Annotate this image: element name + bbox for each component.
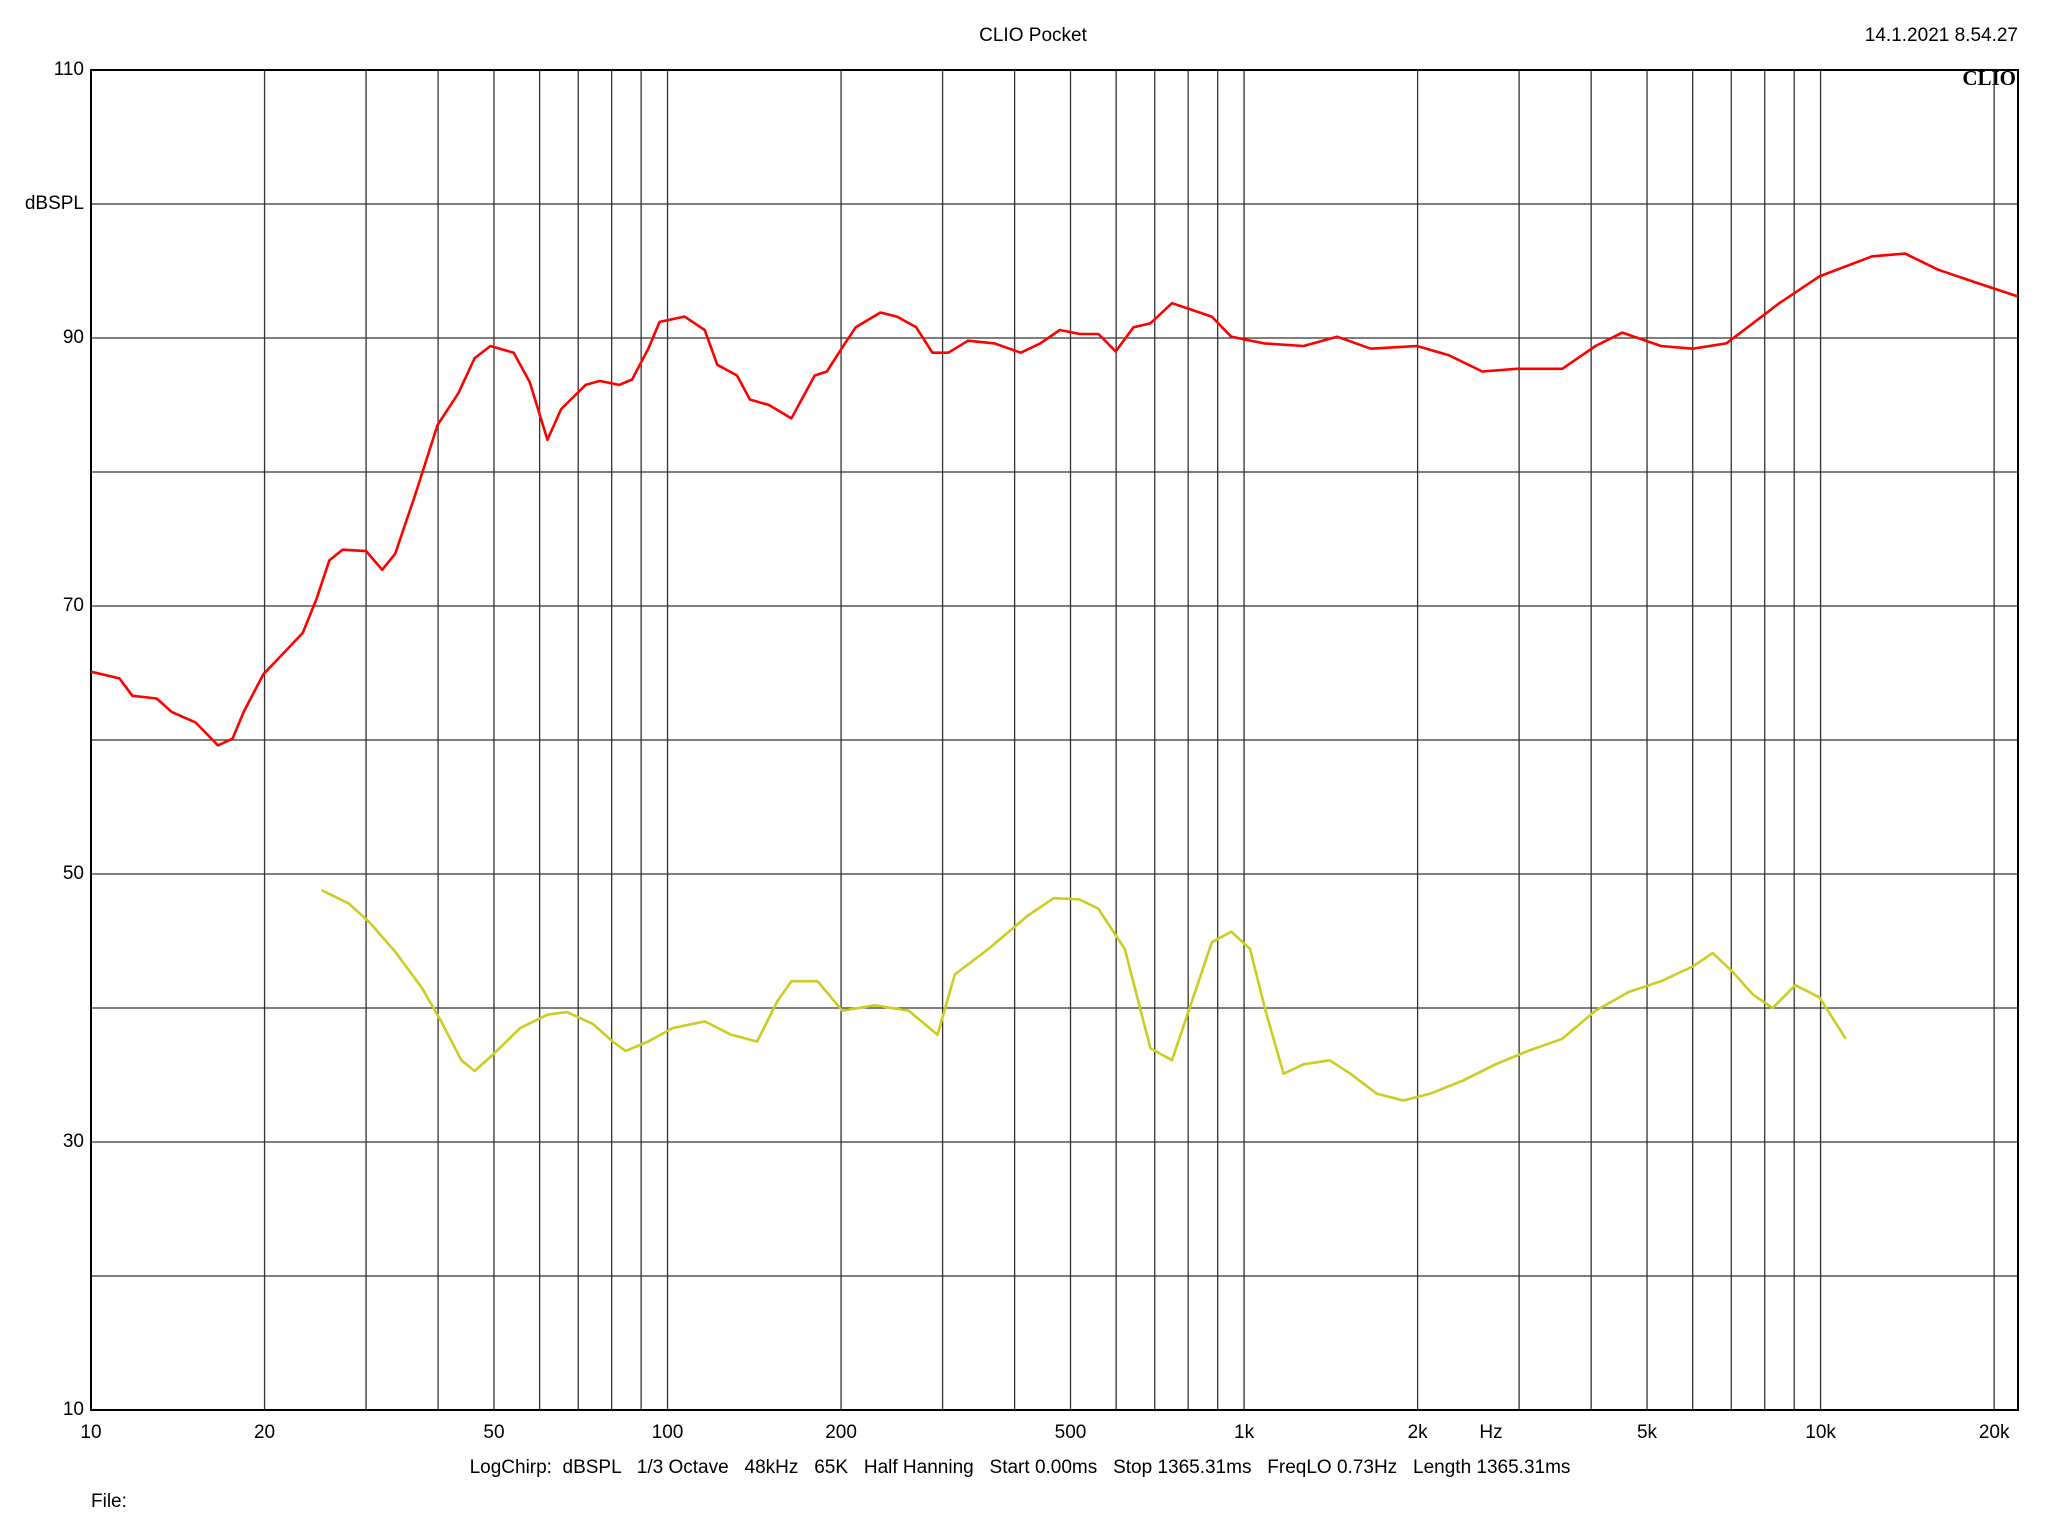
- y-tick-label: 110: [54, 59, 84, 80]
- x-tick-label: 20: [254, 1422, 275, 1443]
- y-tick-label: 10: [63, 1399, 84, 1420]
- x-tick-label: 500: [1055, 1422, 1087, 1443]
- y-tick-label: 70: [63, 595, 84, 616]
- x-tick-label: 2k: [1408, 1422, 1429, 1443]
- x-axis-label: Hz: [1479, 1422, 1502, 1443]
- y-tick-label: 90: [63, 327, 84, 348]
- x-tick-label: 100: [652, 1422, 684, 1443]
- x-tick-label: 10: [80, 1422, 101, 1443]
- settings-line: LogChirp: dBSPL 1/3 Octave 48kHz 65K Hal…: [470, 1457, 1571, 1478]
- x-tick-label: 5k: [1637, 1422, 1658, 1443]
- file-label: File:: [91, 1491, 127, 1512]
- y-tick-label: 50: [63, 863, 84, 884]
- x-tick-label: 50: [483, 1422, 504, 1443]
- x-tick-label: 20k: [1979, 1422, 2010, 1443]
- series-line: [90, 252, 2019, 747]
- x-tick-label: 1k: [1234, 1422, 1255, 1443]
- chart-title: CLIO Pocket: [979, 25, 1087, 46]
- x-tick-label: 200: [825, 1422, 857, 1443]
- y-axis-label: dBSPL: [25, 193, 84, 214]
- y-tick-label: 30: [63, 1131, 84, 1152]
- series-line: [320, 888, 1847, 1102]
- plot-frame: [90, 69, 2019, 1411]
- timestamp: 14.1.2021 8.54.27: [1865, 25, 2018, 46]
- x-tick-label: 10k: [1805, 1422, 1836, 1443]
